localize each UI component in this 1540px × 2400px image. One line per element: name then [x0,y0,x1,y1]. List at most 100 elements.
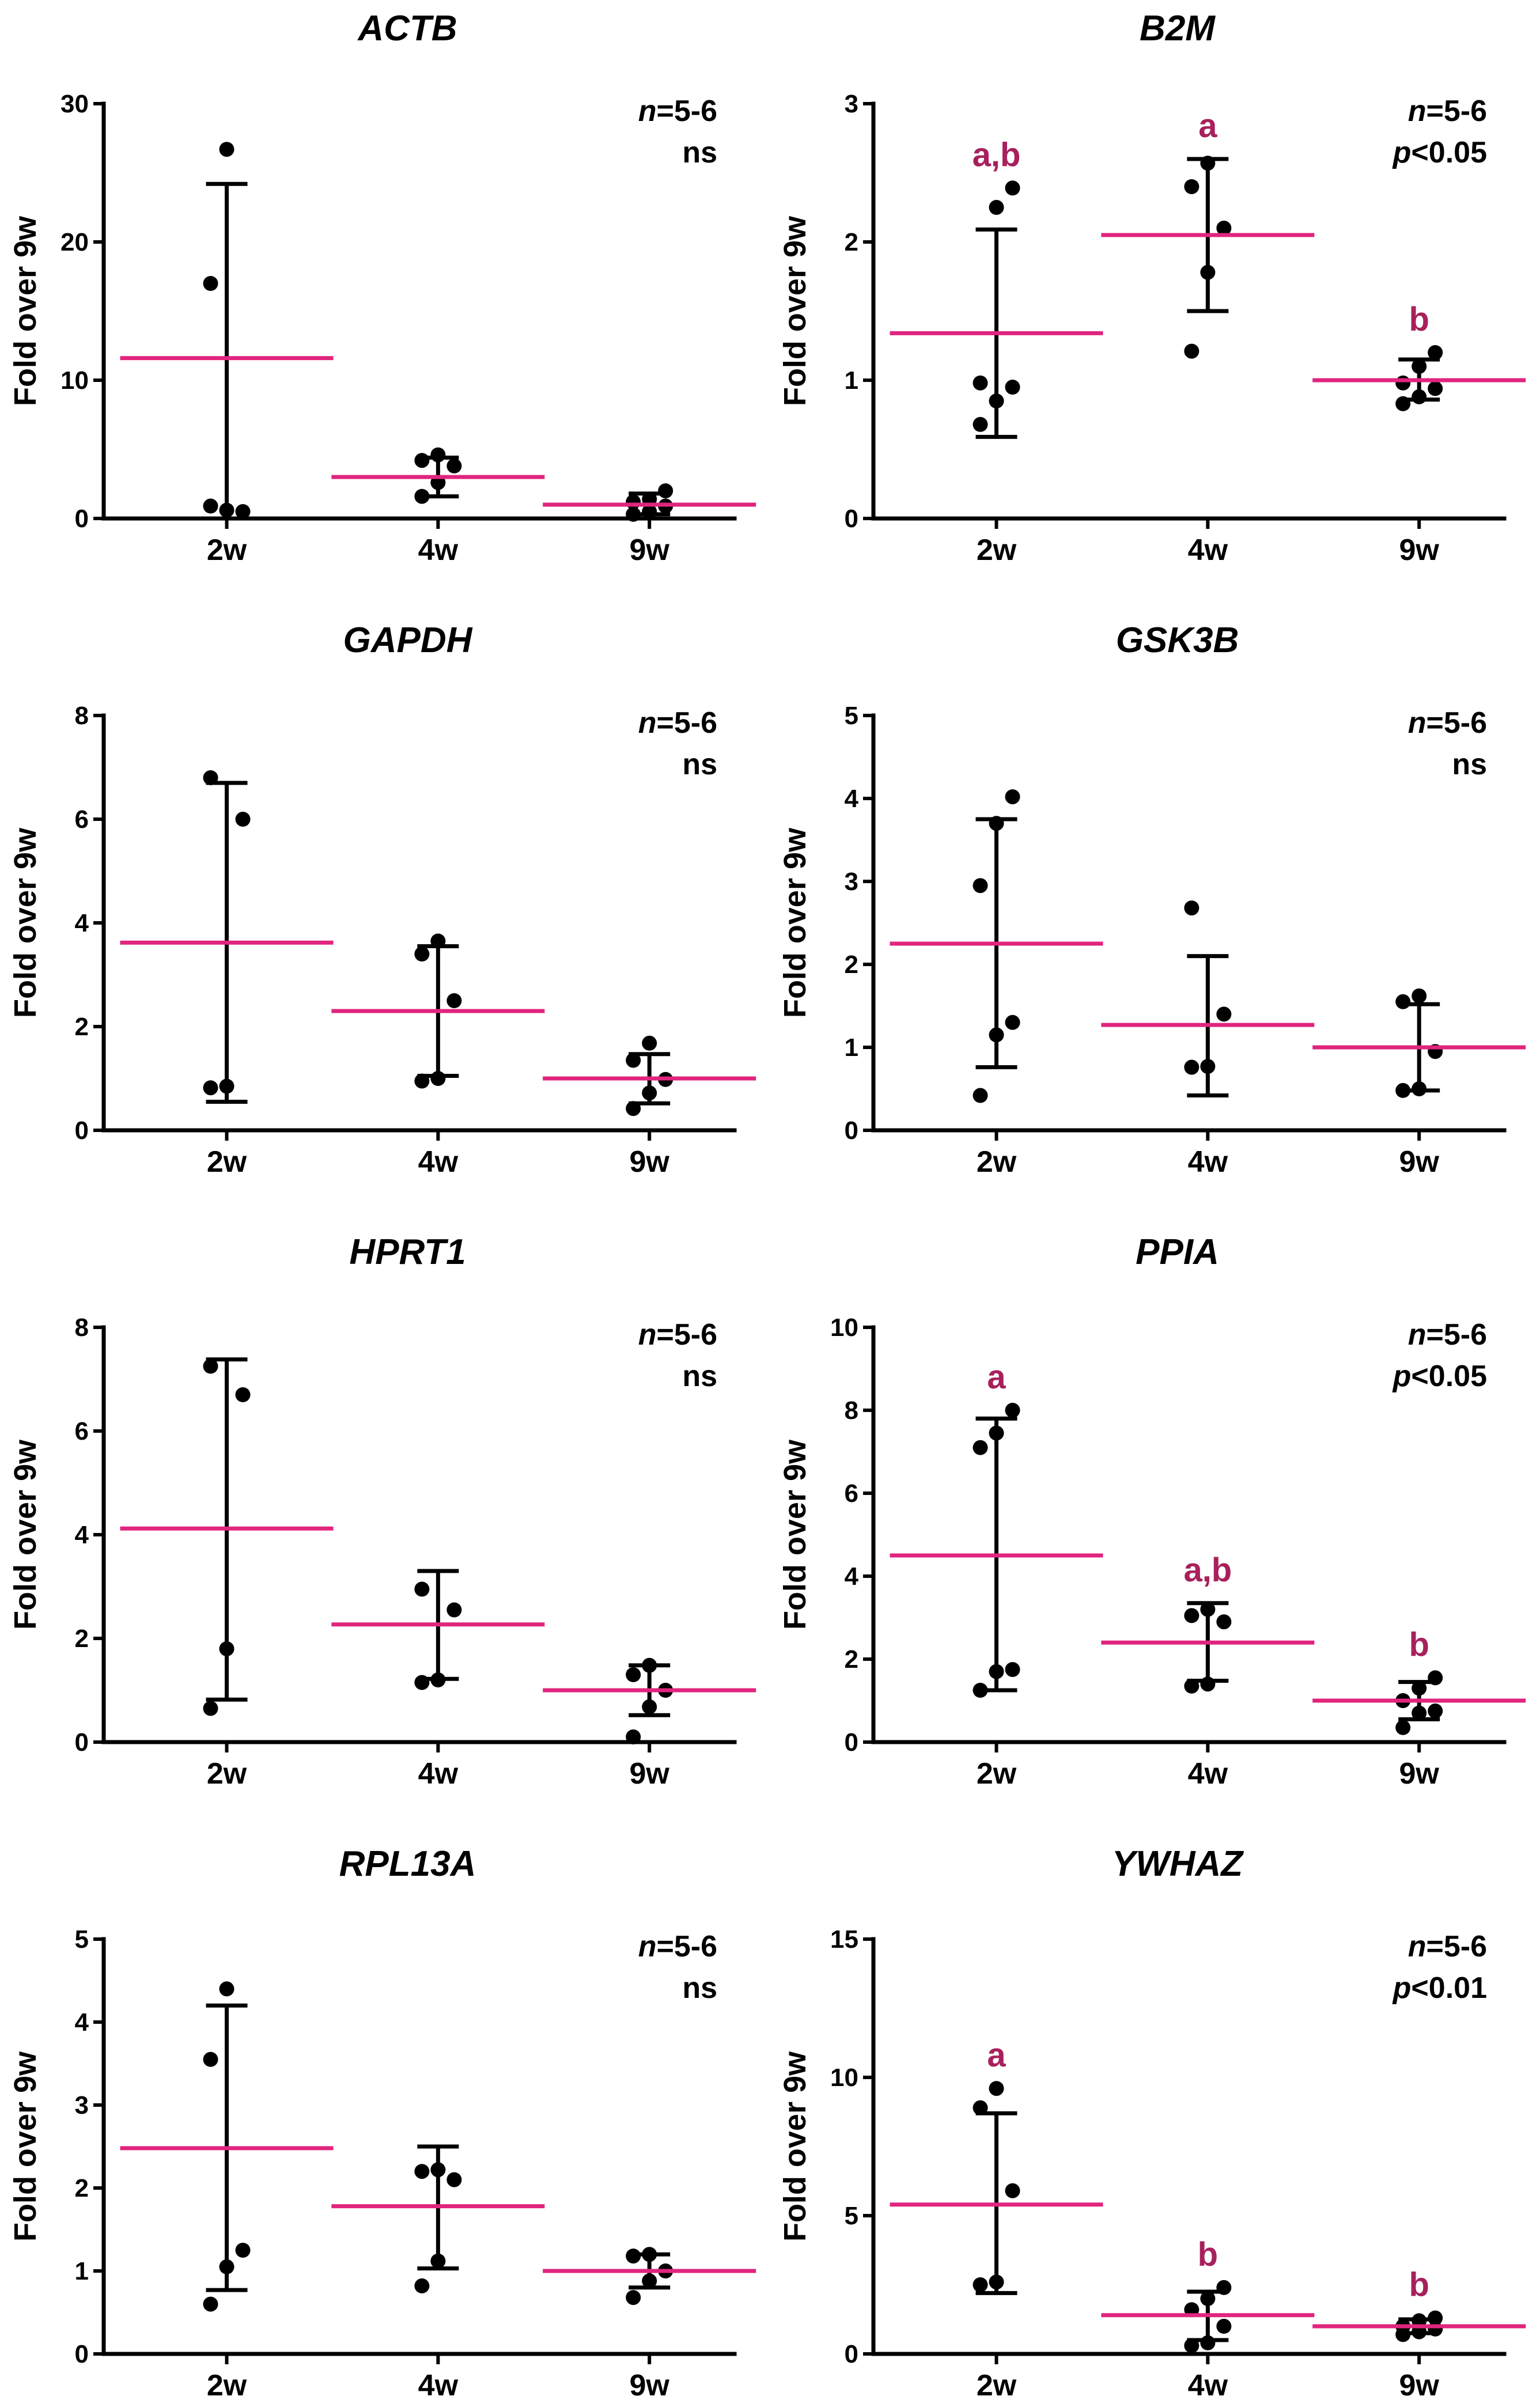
data-point [973,878,988,894]
y-tick-label: 3 [845,868,858,896]
group-2w [120,1981,334,2312]
y-tick-label: 3 [75,2091,89,2119]
data-point [1184,2338,1200,2353]
data-point [235,2243,251,2258]
data-point [989,2274,1004,2290]
data-point [1005,180,1020,196]
data-point [1412,988,1427,1004]
data-point [973,2277,988,2292]
y-tick-label: 5 [845,2202,858,2230]
data-point [414,2278,430,2293]
y-tick-label: 1 [75,2257,89,2285]
stat-label: ns [682,136,717,169]
y-tick-label: 4 [75,1521,89,1549]
data-point [626,2290,641,2306]
chart-title: YWHAZ [1112,1844,1244,1884]
x-tick-label: 2w [207,2369,247,2400]
y-tick-label: 2 [75,2174,89,2202]
y-tick-label: 10 [830,2064,858,2092]
x-tick-label: 2w [977,533,1017,567]
x-tick-label: 2w [977,1145,1017,1179]
data-point [1005,380,1020,395]
data-point [203,2296,218,2312]
x-tick-label: 4w [418,1757,459,1790]
data-point [1216,2280,1232,2295]
data-point [989,1664,1004,1679]
data-point [203,770,218,785]
y-tick-label: 8 [845,1396,858,1425]
chart-panel-b2m: B2M Fold over 9w 0 1 2 3 2w 4w 9w n=5-6 p<0.05 a,b a… [778,9,1526,567]
data-point [1395,1082,1411,1098]
group-2w [120,770,334,1104]
data-point [1395,396,1411,411]
data-point [430,933,446,949]
data-point [1412,1081,1427,1096]
chart-title: HPRT1 [349,1232,466,1272]
data-point [642,2273,657,2289]
significance-letter: b [1198,2236,1218,2273]
y-tick-label: 8 [75,702,89,730]
y-tick-label: 2 [75,1625,89,1653]
y-tick-label: 10 [830,1313,858,1342]
y-axis-label: Fold over 9w [8,1439,43,1630]
data-point [1005,1403,1020,1418]
y-tick-label: 4 [75,2008,89,2036]
data-point [626,1053,641,1068]
data-point [414,947,430,961]
y-tick-label: 8 [75,1313,89,1342]
y-tick-label: 0 [75,2340,89,2368]
data-point [1395,1720,1411,1735]
data-point [1412,1680,1427,1696]
y-tick-label: 5 [75,1925,89,1954]
data-point [235,812,251,827]
n-label: n=5-6 [638,1930,717,1963]
data-point [1200,1676,1216,1692]
n-label: n=5-6 [1408,1318,1487,1352]
y-tick-label: 1 [845,1034,858,1062]
data-point [1395,375,1411,391]
stat-label: ns [682,1971,717,2005]
x-tick-label: 4w [1188,533,1228,567]
data-point [642,1699,657,1714]
y-axis-label: Fold over 9w [778,1439,812,1630]
significance-letter: a [987,2036,1006,2074]
significance-letter: a [1198,107,1217,145]
data-point [973,375,988,391]
data-point [219,1981,234,1997]
data-point [430,2253,446,2269]
data-point [1005,2183,1020,2198]
group-2w [120,1357,334,1716]
data-point [1200,264,1216,280]
n-label: n=5-6 [1408,706,1487,740]
data-point [642,1657,657,1673]
chart-panel-ywhaz: YWHAZ Fold over 9w 0 5 10 15 2w 4w 9w n=5-6 p<0.01… [778,1844,1526,2400]
data-point [414,489,430,504]
group-9w [543,1657,756,1744]
x-tick-label: 9w [1399,2369,1439,2400]
data-point [430,447,446,463]
y-tick-label: 6 [845,1479,858,1508]
data-point [989,393,1004,408]
y-tick-label: 2 [845,951,858,979]
n-label: n=5-6 [1408,94,1487,128]
data-point [1428,381,1443,396]
group-4w: b [1101,2236,1315,2353]
group-9w [543,2247,756,2306]
group-4w [331,933,545,1089]
x-tick-label: 9w [1399,533,1439,567]
data-point [642,1035,657,1051]
data-point [414,1675,430,1690]
y-tick-label: 0 [845,1116,858,1145]
chart-title: GAPDH [343,620,473,660]
y-tick-label: 4 [845,1562,859,1591]
data-point [414,1581,430,1597]
data-point [989,1425,1004,1441]
group-9w: b [1312,1626,1526,1735]
data-point [1200,2335,1216,2350]
data-point [203,2051,218,2067]
y-axis-label: Fold over 9w [778,2051,812,2242]
y-tick-label: 0 [845,1728,858,1757]
y-tick-label: 2 [845,228,858,256]
data-point [1395,994,1411,1009]
